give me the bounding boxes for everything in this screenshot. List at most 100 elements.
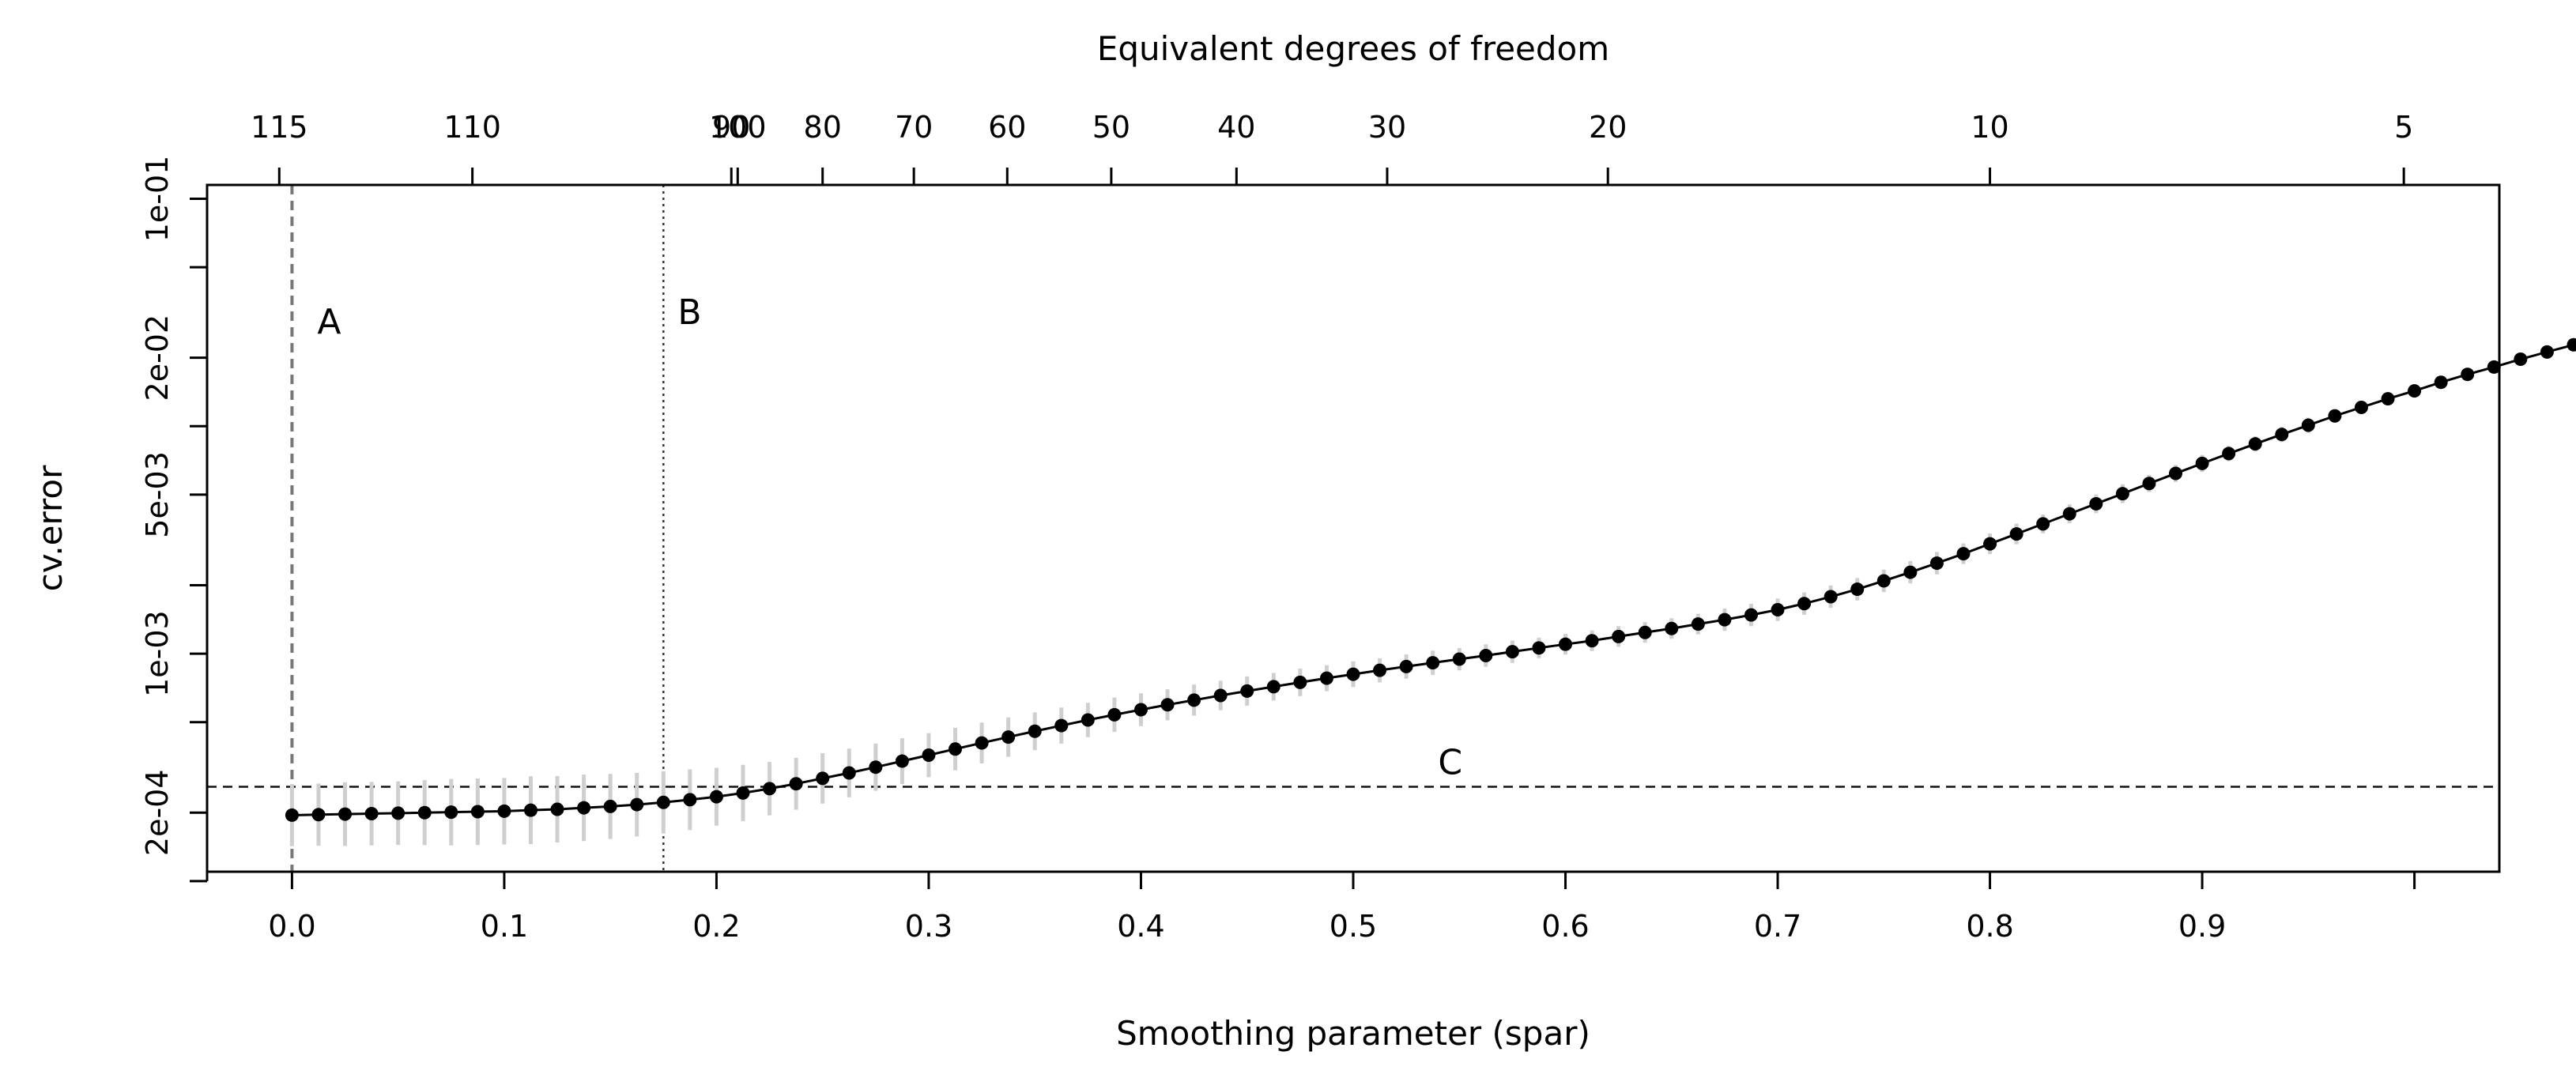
- y-tick-label-8: 2e-04: [140, 769, 175, 856]
- data-point-6: [444, 805, 458, 820]
- data-points: [285, 337, 2576, 822]
- data-point-64: [1983, 537, 1997, 551]
- data-point-57: [1797, 597, 1812, 611]
- data-point-16: [709, 790, 723, 804]
- data-point-47: [1532, 641, 1546, 655]
- data-point-0: [285, 808, 299, 822]
- data-point-79: [2381, 392, 2395, 406]
- data-point-51: [1638, 625, 1652, 639]
- y-tick-label-0: 1e-01: [140, 156, 175, 243]
- x-tick-label-5: 0.5: [1329, 909, 1377, 944]
- data-point-84: [2514, 352, 2528, 367]
- top-tick-label-11: 10: [1971, 110, 2008, 145]
- x-tick-label-6: 0.6: [1541, 909, 1589, 944]
- data-point-45: [1479, 648, 1493, 662]
- data-point-37: [1266, 680, 1280, 694]
- data-point-62: [1929, 556, 1944, 571]
- y-tick-label-2: 2e-02: [140, 315, 175, 401]
- data-point-42: [1399, 659, 1413, 673]
- x-tick-label-0: 0.0: [268, 909, 315, 944]
- data-point-60: [1876, 574, 1891, 588]
- data-point-85: [2540, 345, 2554, 359]
- data-point-8: [497, 804, 511, 818]
- data-point-54: [1718, 612, 1732, 627]
- data-point-1: [311, 808, 326, 822]
- data-point-13: [630, 797, 644, 812]
- data-point-66: [2036, 517, 2050, 531]
- data-point-83: [2487, 360, 2501, 374]
- x-tick-label-9: 0.9: [2178, 909, 2226, 944]
- data-point-21: [842, 766, 856, 780]
- data-point-36: [1240, 684, 1254, 698]
- data-point-56: [1771, 603, 1785, 617]
- top-tick-label-9: 30: [1368, 110, 1406, 145]
- data-point-7: [470, 805, 485, 819]
- data-point-14: [656, 795, 670, 809]
- data-point-86: [2567, 337, 2576, 352]
- data-point-2: [338, 807, 353, 821]
- data-point-26: [975, 736, 989, 750]
- data-point-55: [1744, 608, 1758, 622]
- data-point-81: [2434, 375, 2448, 390]
- data-point-48: [1559, 637, 1573, 651]
- data-point-77: [2328, 409, 2342, 423]
- data-point-80: [2408, 384, 2422, 398]
- data-point-3: [364, 807, 379, 821]
- top-tick-label-8: 40: [1217, 110, 1255, 145]
- data-point-63: [1956, 547, 1971, 561]
- data-point-43: [1426, 656, 1440, 670]
- data-point-65: [2009, 527, 2023, 541]
- top-tick-label-6: 60: [988, 110, 1026, 145]
- y-tick-label-6: 1e-03: [140, 610, 175, 697]
- data-point-72: [2195, 456, 2209, 470]
- data-point-20: [816, 771, 830, 786]
- data-point-23: [895, 754, 909, 768]
- data-point-71: [2169, 466, 2183, 481]
- data-point-28: [1028, 724, 1042, 738]
- annotation-c: C: [1438, 742, 1462, 782]
- annotation-b: B: [677, 292, 701, 333]
- data-point-82: [2461, 368, 2475, 382]
- data-point-15: [683, 793, 697, 807]
- top-tick-label-12: 5: [2394, 110, 2413, 145]
- x-axis: 0.0 0.1 0.2 0.3 0.4 0.5 0.6 0.7 0.8 0.9: [268, 870, 2416, 944]
- top-axis-title: Equivalent degrees of freedom: [1097, 29, 1609, 68]
- data-point-9: [523, 803, 537, 817]
- data-point-76: [2301, 418, 2315, 432]
- error-bars: [289, 340, 2576, 846]
- data-point-58: [1824, 590, 1838, 604]
- data-point-32: [1133, 703, 1148, 717]
- y-tick-label-4: 5e-03: [140, 451, 175, 538]
- data-point-24: [922, 748, 936, 762]
- data-point-5: [417, 805, 432, 820]
- data-point-49: [1585, 634, 1599, 648]
- data-point-33: [1160, 698, 1175, 712]
- series-line: [292, 342, 2576, 816]
- x-tick-label-4: 0.4: [1117, 909, 1164, 944]
- data-point-69: [2115, 487, 2129, 501]
- top-tick-label-1: 110: [443, 110, 501, 145]
- data-point-67: [2062, 507, 2076, 521]
- data-point-74: [2248, 437, 2262, 451]
- top-tick-label-2: 100: [709, 110, 767, 145]
- data-point-35: [1213, 688, 1228, 703]
- data-point-61: [1903, 565, 1918, 579]
- data-point-34: [1187, 693, 1201, 707]
- top-tick-label-7: 50: [1092, 110, 1130, 145]
- data-point-19: [789, 777, 803, 791]
- y-axis-title: cv.error: [31, 465, 70, 591]
- data-point-4: [391, 806, 405, 820]
- x-tick-label-1: 0.1: [481, 909, 528, 944]
- data-point-30: [1081, 713, 1095, 727]
- data-point-52: [1665, 621, 1679, 635]
- data-point-44: [1452, 652, 1466, 666]
- series-line-group: [292, 342, 2576, 816]
- data-point-68: [2089, 496, 2103, 511]
- top-tick-label-10: 20: [1589, 110, 1627, 145]
- data-point-11: [577, 801, 591, 815]
- data-point-78: [2354, 400, 2368, 414]
- data-point-22: [869, 760, 883, 775]
- data-point-41: [1373, 663, 1387, 677]
